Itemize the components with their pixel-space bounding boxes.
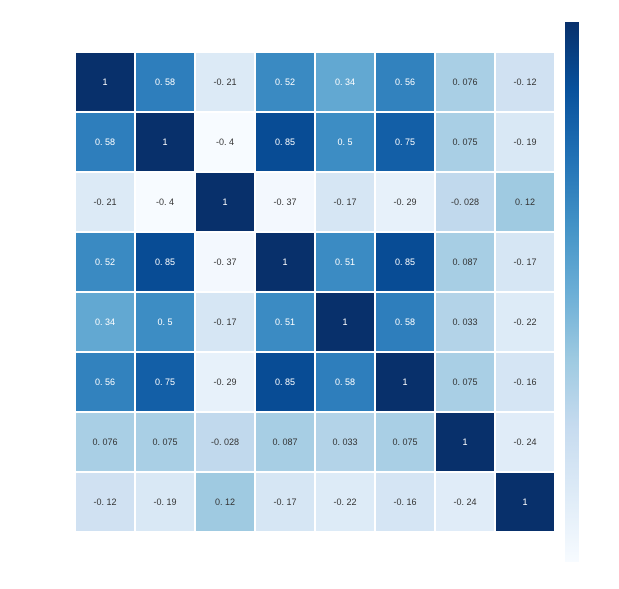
heatmap-cell: 0. 34: [75, 292, 135, 352]
heatmap-cell: 0. 58: [135, 52, 195, 112]
heatmap-cell: 0. 52: [255, 52, 315, 112]
heatmap-cell: -0. 16: [495, 352, 555, 412]
heatmap-cell: 0. 85: [135, 232, 195, 292]
heatmap-cell: 0. 51: [255, 292, 315, 352]
heatmap-cell: 1: [495, 472, 555, 532]
heatmap-cell: 0. 56: [75, 352, 135, 412]
heatmap-cell: -0. 29: [375, 172, 435, 232]
heatmap-cell: 0. 033: [435, 292, 495, 352]
heatmap-cell: 0. 34: [315, 52, 375, 112]
heatmap-cell: 0. 087: [435, 232, 495, 292]
heatmap-cell: -0. 16: [375, 472, 435, 532]
heatmap-cell: 0. 075: [135, 412, 195, 472]
heatmap-cell: -0. 17: [315, 172, 375, 232]
heatmap-cell: -0. 24: [495, 412, 555, 472]
heatmap-cell: -0. 29: [195, 352, 255, 412]
heatmap-cell: -0. 12: [495, 52, 555, 112]
figure: 10. 58-0. 210. 520. 340. 560. 076-0. 120…: [0, 0, 619, 589]
colorbar: [565, 22, 579, 562]
heatmap: 10. 58-0. 210. 520. 340. 560. 076-0. 120…: [75, 52, 555, 532]
heatmap-cell: 0. 075: [375, 412, 435, 472]
heatmap-cell: 1: [375, 352, 435, 412]
heatmap-cell: 0. 076: [75, 412, 135, 472]
heatmap-cell: -0. 21: [195, 52, 255, 112]
heatmap-cell: 0. 5: [315, 112, 375, 172]
heatmap-cell: 0. 58: [315, 352, 375, 412]
heatmap-cell: 0. 52: [75, 232, 135, 292]
heatmap-cell: 0. 12: [495, 172, 555, 232]
heatmap-cell: 0. 087: [255, 412, 315, 472]
heatmap-cell: 0. 85: [255, 352, 315, 412]
heatmap-cell: -0. 22: [495, 292, 555, 352]
heatmap-cell: -0. 21: [75, 172, 135, 232]
heatmap-cell: 0. 033: [315, 412, 375, 472]
heatmap-cell: 0. 85: [375, 232, 435, 292]
heatmap-cell: -0. 028: [435, 172, 495, 232]
heatmap-cell: 0. 58: [375, 292, 435, 352]
heatmap-cell: -0. 19: [135, 472, 195, 532]
heatmap-cell: -0. 17: [255, 472, 315, 532]
heatmap-cell: 0. 076: [435, 52, 495, 112]
heatmap-cell: 0. 075: [435, 112, 495, 172]
heatmap-cell: 1: [195, 172, 255, 232]
heatmap-cell: -0. 17: [495, 232, 555, 292]
heatmap-cell: 1: [135, 112, 195, 172]
heatmap-cell: 0. 51: [315, 232, 375, 292]
heatmap-cell: -0. 37: [255, 172, 315, 232]
heatmap-cell: -0. 24: [435, 472, 495, 532]
heatmap-cell: 1: [315, 292, 375, 352]
heatmap-cell: 0. 075: [435, 352, 495, 412]
heatmap-cell: 1: [75, 52, 135, 112]
heatmap-cell: 0. 56: [375, 52, 435, 112]
heatmap-cell: 1: [435, 412, 495, 472]
heatmap-cell: -0. 22: [315, 472, 375, 532]
heatmap-cell: -0. 028: [195, 412, 255, 472]
heatmap-cell: -0. 19: [495, 112, 555, 172]
heatmap-cell: 0. 85: [255, 112, 315, 172]
heatmap-cell: -0. 4: [195, 112, 255, 172]
heatmap-cell: 0. 75: [375, 112, 435, 172]
heatmap-cell: 1: [255, 232, 315, 292]
heatmap-cell: -0. 4: [135, 172, 195, 232]
heatmap-cell: -0. 37: [195, 232, 255, 292]
heatmap-cell: 0. 12: [195, 472, 255, 532]
heatmap-cell: 0. 58: [75, 112, 135, 172]
heatmap-cell: -0. 12: [75, 472, 135, 532]
heatmap-cell: 0. 5: [135, 292, 195, 352]
heatmap-cell: -0. 17: [195, 292, 255, 352]
heatmap-cell: 0. 75: [135, 352, 195, 412]
